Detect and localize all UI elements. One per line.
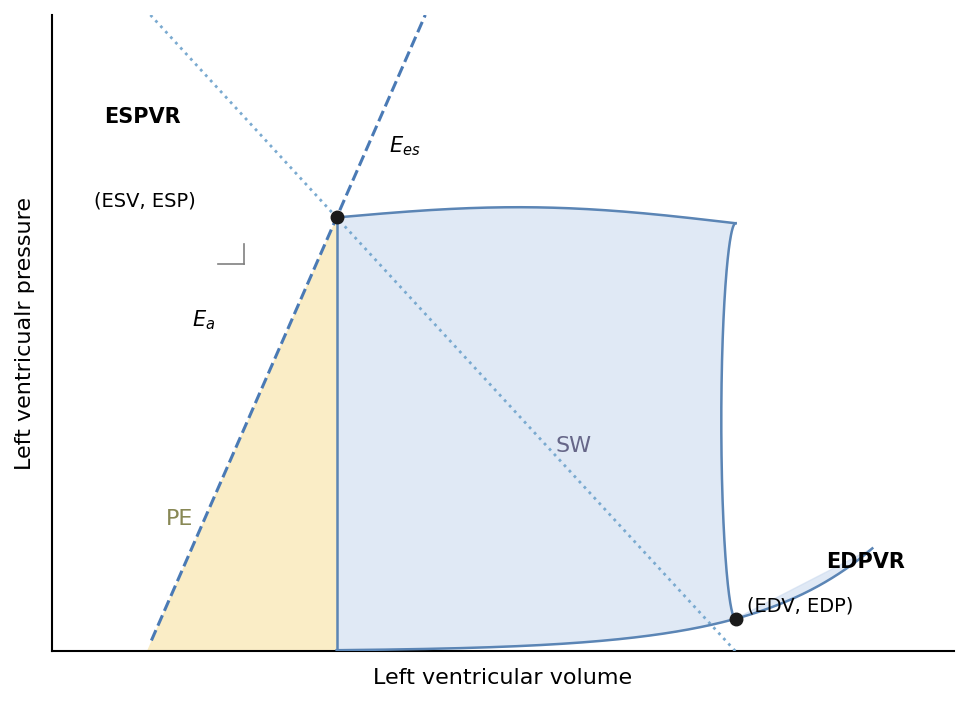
Text: ESPVR: ESPVR — [104, 108, 180, 127]
Text: $E_a$: $E_a$ — [192, 308, 215, 332]
X-axis label: Left ventricular volume: Left ventricular volume — [373, 668, 633, 688]
Text: EDPVR: EDPVR — [826, 552, 905, 572]
Text: (ESV, ESP): (ESV, ESP) — [94, 192, 196, 211]
Text: (EDV, EDP): (EDV, EDP) — [747, 597, 854, 616]
Polygon shape — [146, 217, 336, 652]
Y-axis label: Left ventricualr pressure: Left ventricualr pressure — [15, 197, 35, 470]
Text: SW: SW — [555, 437, 591, 456]
Polygon shape — [336, 207, 872, 650]
Text: PE: PE — [166, 509, 193, 529]
Text: $E_{es}$: $E_{es}$ — [389, 134, 421, 158]
